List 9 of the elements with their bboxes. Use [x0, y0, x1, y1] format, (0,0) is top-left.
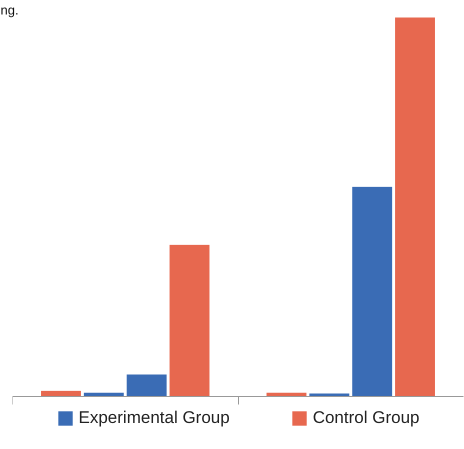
bar	[352, 186, 392, 396]
legend-label: Control Group	[312, 408, 420, 428]
bar	[126, 374, 167, 396]
annotation: ng.	[0, 2, 19, 18]
bar	[170, 244, 210, 396]
bar	[395, 18, 435, 396]
bar	[266, 392, 306, 396]
legend-label: Experimental Group	[78, 408, 230, 428]
bar	[84, 392, 124, 396]
